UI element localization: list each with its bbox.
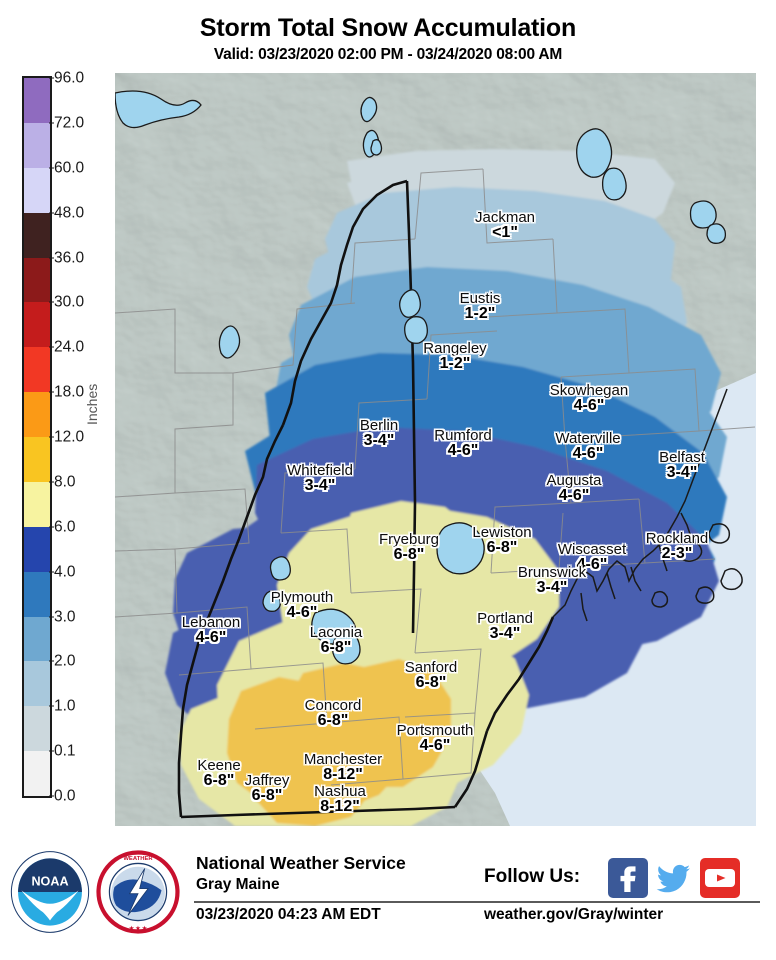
colorbar-segment — [24, 481, 50, 527]
colorbar-segment — [24, 392, 50, 437]
colorbar-segment — [24, 212, 50, 258]
colorbar-tick-mark — [49, 212, 54, 214]
colorbar-tick-label: 12.0 — [54, 428, 85, 446]
footer-divider — [194, 901, 760, 903]
colorbar-segment — [24, 437, 50, 482]
colorbar-tick-mark — [49, 750, 54, 752]
issued-timestamp: 03/23/2020 04:23 AM EDT — [196, 906, 381, 923]
svg-text:NOAA: NOAA — [31, 874, 68, 888]
page-title: Storm Total Snow Accumulation — [199, 14, 577, 42]
map-canvas — [115, 73, 756, 826]
colorbar-tick-label: 6.0 — [54, 518, 76, 535]
colorbar-tick-label: 8.0 — [54, 473, 76, 491]
colorbar-tick-mark — [49, 660, 54, 662]
coastline-detail — [552, 388, 743, 622]
colorbar-segment — [24, 167, 50, 213]
colorbar-segment — [24, 751, 50, 796]
social-links — [608, 858, 744, 900]
website-url: weather.gov/Gray/winter — [484, 906, 664, 923]
snow-map[interactable]: Jackman <1" Eustis 1-2" Rangeley 1-2" Skowhega… — [115, 73, 756, 826]
colorbar-tick-label: 18.0 — [54, 383, 85, 401]
colorbar-tick-label: 0.1 — [54, 742, 76, 760]
office-name: Gray Maine — [196, 875, 280, 893]
colorbar-segment — [24, 257, 50, 303]
colorbar-tick-label: 96.0 — [54, 69, 85, 87]
colorbar-segment — [24, 122, 50, 168]
colorbar-ticks: 96.0 72.0 60.0 48.0 36.0 30.0 24.0 18.0 12.0 8.0 6… — [49, 70, 100, 803]
colorbar-tick-mark — [49, 571, 54, 573]
valid-period: Valid: 03/23/2020 02:00 PM - 03/24/2020 … — [213, 46, 563, 63]
colorbar-segment — [24, 347, 50, 393]
colorbar-tick-mark — [49, 122, 54, 124]
colorbar-tick-label: 0.0 — [54, 787, 76, 805]
colorbar-tick-mark — [49, 257, 54, 258]
nws-office-block: National Weather Service Gray Maine — [196, 852, 406, 895]
colorbar-tick-mark — [49, 167, 54, 169]
facebook-icon[interactable] — [608, 858, 648, 898]
colorbar-tick-label: 30.0 — [54, 293, 85, 311]
colorbar-tick-label: 1.0 — [54, 697, 76, 715]
follow-us-label: Follow Us: — [484, 866, 581, 887]
county-boundaries — [115, 168, 756, 786]
noaa-logo-icon: NOAA — [10, 851, 90, 933]
twitter-icon[interactable] — [654, 858, 694, 898]
colorbar-tick-mark — [49, 436, 54, 438]
colorbar-units-label: Inches — [84, 383, 100, 425]
colorbar-tick-label: 3.0 — [54, 607, 76, 625]
colorbar-segment — [24, 78, 50, 123]
colorbar-tick-mark — [49, 616, 54, 617]
colorbar-tick-label: 36.0 — [54, 248, 85, 266]
colorbar-tick-label: 24.0 — [54, 338, 85, 356]
nws-logo-icon: WEATHER ★ ★ ★ — [96, 850, 180, 934]
agency-name: National Weather Service — [196, 853, 406, 873]
colorbar-tick-mark — [49, 526, 54, 528]
svg-text:WEATHER: WEATHER — [123, 856, 153, 862]
lakes — [115, 90, 727, 665]
state-borders — [177, 179, 555, 819]
youtube-icon[interactable] — [700, 858, 740, 898]
colorbar-tick-mark — [49, 705, 54, 707]
colorbar-segment — [24, 571, 50, 617]
colorbar-tick-mark — [49, 346, 54, 348]
colorbar-tick-mark — [49, 77, 54, 79]
colorbar-tick-label: 4.0 — [54, 562, 76, 580]
colorbar-tick-label: 2.0 — [54, 652, 76, 670]
colorbar-tick-mark — [49, 481, 54, 483]
colorbar-tick-label: 60.0 — [54, 159, 85, 176]
colorbar-tick-mark — [49, 795, 54, 797]
colorbar-segment — [24, 706, 50, 752]
colorbar-segment — [24, 526, 50, 572]
colorbar-segment — [24, 616, 50, 662]
colorbar-tick-label: 48.0 — [54, 203, 85, 221]
colorbar-tick-label: 72.0 — [54, 114, 85, 132]
colorbar — [22, 76, 52, 798]
colorbar-segment — [24, 302, 50, 348]
svg-text:★ ★ ★: ★ ★ ★ — [128, 926, 147, 932]
colorbar-tick-mark — [49, 391, 54, 393]
colorbar-segment — [24, 661, 50, 707]
colorbar-tick-mark — [49, 301, 54, 303]
